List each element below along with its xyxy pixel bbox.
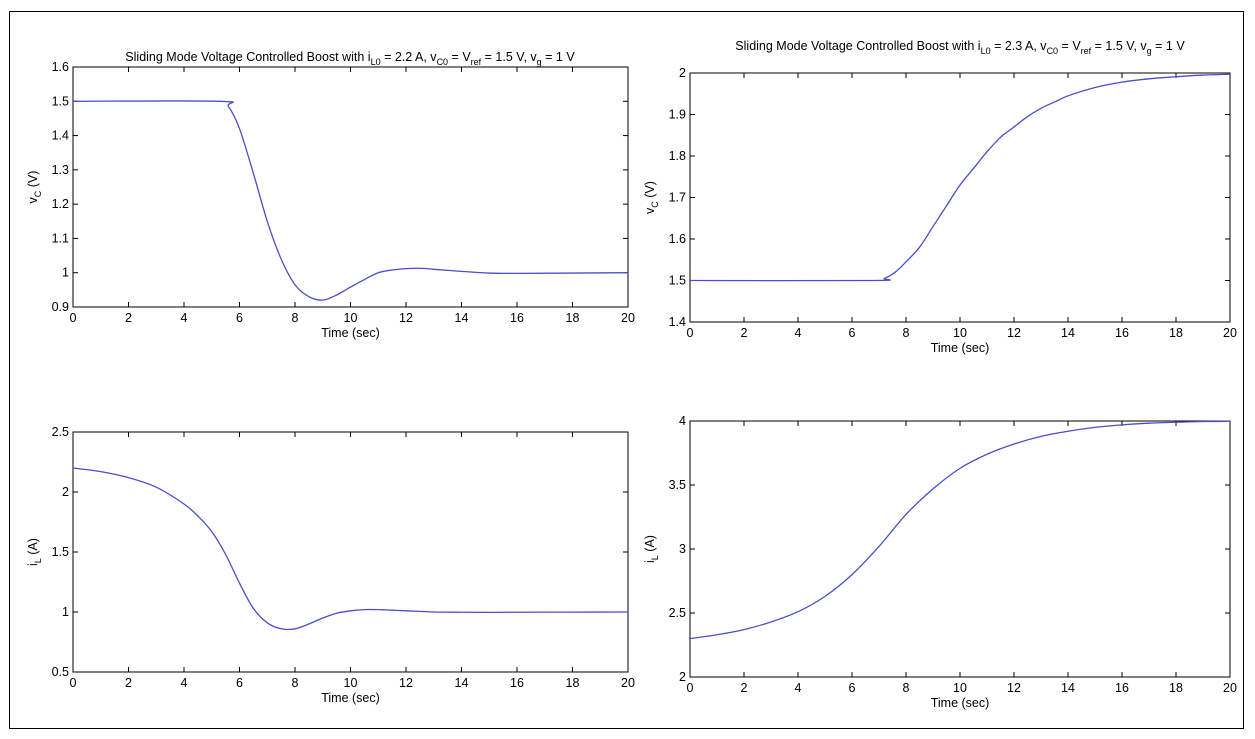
- figure-frame: [9, 11, 1244, 729]
- x-tick-label: 12: [1007, 326, 1021, 340]
- x-tick-label: 6: [849, 326, 856, 340]
- x-tick-label: 8: [292, 311, 299, 325]
- x-tick-label: 2: [125, 676, 132, 690]
- x-tick-label: 6: [236, 676, 243, 690]
- y-tick-label: 1.5: [52, 545, 69, 559]
- y-tick-label: 1.2: [52, 197, 69, 211]
- x-tick-label: 18: [566, 676, 580, 690]
- y-tick-label: 2: [62, 485, 69, 499]
- x-axis-label: Time (sec): [931, 696, 990, 710]
- x-axis-label: Time (sec): [321, 326, 380, 340]
- chart-title: Sliding Mode Voltage Controlled Boost wi…: [735, 39, 1185, 56]
- y-tick-label: 1.5: [52, 94, 69, 108]
- x-tick-label: 4: [795, 326, 802, 340]
- y-tick-label: 2: [679, 66, 686, 80]
- y-tick-label: 1.6: [52, 60, 69, 74]
- x-tick-label: 0: [70, 676, 77, 690]
- x-tick-label: 2: [741, 681, 748, 695]
- x-tick-label: 4: [795, 681, 802, 695]
- x-tick-label: 18: [1169, 326, 1183, 340]
- x-tick-label: 16: [510, 676, 524, 690]
- x-tick-label: 8: [292, 676, 299, 690]
- y-tick-label: 1.7: [669, 191, 686, 205]
- y-tick-label: 2.5: [52, 425, 69, 439]
- y-axis-label: vC (V): [643, 181, 660, 214]
- y-tick-label: 1.8: [669, 149, 686, 163]
- x-tick-label: 14: [1061, 681, 1075, 695]
- y-tick-label: 1.4: [52, 129, 69, 143]
- y-axis-label: iL (A): [643, 535, 660, 563]
- x-tick-label: 10: [953, 681, 967, 695]
- x-tick-label: 4: [181, 676, 188, 690]
- x-tick-label: 12: [1007, 681, 1021, 695]
- x-tick-label: 20: [1223, 681, 1237, 695]
- x-tick-label: 18: [566, 311, 580, 325]
- plot-area: [689, 420, 1231, 678]
- series-line: [689, 73, 1231, 282]
- y-tick-label: 1.5: [669, 274, 686, 288]
- x-tick-label: 6: [849, 681, 856, 695]
- x-tick-label: 10: [953, 326, 967, 340]
- y-tick-label: 1: [62, 266, 69, 280]
- x-tick-label: 12: [399, 676, 413, 690]
- y-tick-label: 1.4: [669, 315, 686, 329]
- x-tick-label: 4: [181, 311, 188, 325]
- x-tick-label: 16: [510, 311, 524, 325]
- x-tick-label: 8: [903, 326, 910, 340]
- x-tick-label: 14: [455, 311, 469, 325]
- x-tick-label: 6: [236, 311, 243, 325]
- y-tick-label: 3.5: [669, 478, 686, 492]
- x-tick-label: 12: [399, 311, 413, 325]
- y-tick-label: 2: [679, 670, 686, 684]
- y-axis-label: vC (V): [26, 171, 43, 204]
- y-tick-label: 2.5: [669, 606, 686, 620]
- x-tick-label: 10: [344, 676, 358, 690]
- x-axis-label: Time (sec): [931, 341, 990, 355]
- series-line: [72, 100, 629, 301]
- series-line: [72, 467, 629, 631]
- y-tick-label: 1: [62, 605, 69, 619]
- x-tick-label: 8: [903, 681, 910, 695]
- series-line: [689, 420, 1231, 640]
- x-tick-label: 0: [687, 326, 694, 340]
- y-tick-label: 1.3: [52, 163, 69, 177]
- x-tick-label: 10: [344, 311, 358, 325]
- x-tick-label: 14: [455, 676, 469, 690]
- chart-title: Sliding Mode Voltage Controlled Boost wi…: [125, 50, 575, 67]
- y-tick-label: 4: [679, 414, 686, 428]
- x-tick-label: 20: [621, 676, 635, 690]
- y-tick-label: 1.9: [669, 108, 686, 122]
- y-tick-label: 0.5: [52, 665, 69, 679]
- x-tick-label: 16: [1115, 681, 1129, 695]
- x-tick-label: 20: [621, 311, 635, 325]
- y-axis-label: iL (A): [26, 538, 43, 566]
- x-tick-label: 2: [741, 326, 748, 340]
- x-tick-label: 2: [125, 311, 132, 325]
- y-tick-label: 0.9: [52, 300, 69, 314]
- y-tick-label: 3: [679, 542, 686, 556]
- x-tick-label: 18: [1169, 681, 1183, 695]
- y-tick-label: 1.1: [52, 231, 69, 245]
- x-tick-label: 0: [687, 681, 694, 695]
- x-axis-label: Time (sec): [321, 691, 380, 705]
- x-tick-label: 0: [70, 311, 77, 325]
- y-tick-label: 1.6: [669, 232, 686, 246]
- x-tick-label: 20: [1223, 326, 1237, 340]
- x-tick-label: 16: [1115, 326, 1129, 340]
- x-tick-label: 14: [1061, 326, 1075, 340]
